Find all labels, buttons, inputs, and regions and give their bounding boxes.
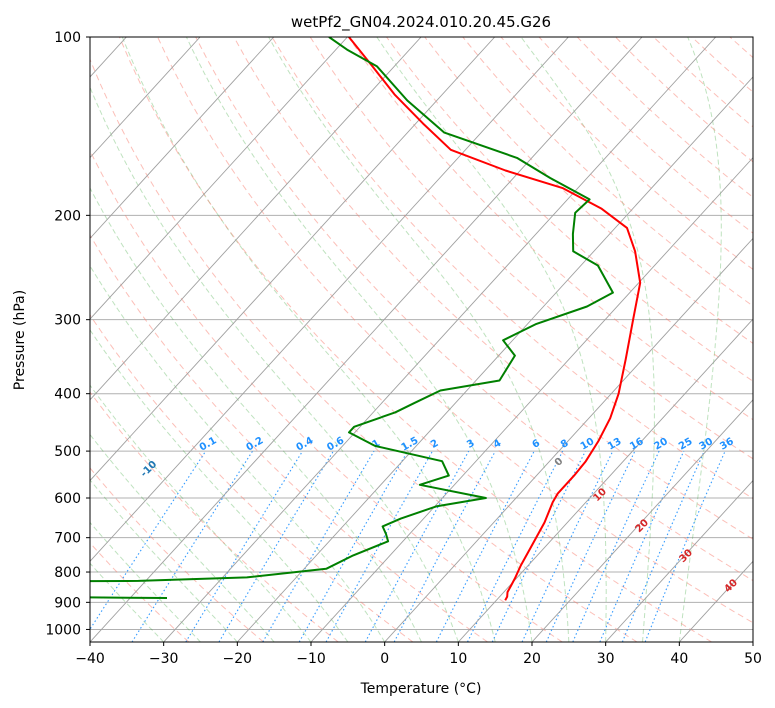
isotherm-line — [605, 479, 753, 642]
mixing-ratio-label: 2 — [429, 438, 441, 451]
mixing-ratio-label: 6 — [531, 438, 543, 451]
moist-adiabat-line — [90, 521, 201, 642]
mixing-ratio-label: 4 — [492, 438, 504, 451]
temperature-profile — [348, 37, 642, 601]
y-tick-label: 800 — [54, 565, 81, 581]
x-axis-label: Temperature (°C) — [360, 681, 482, 697]
y-tick-label: 1000 — [45, 622, 81, 638]
y-tick-label: 200 — [54, 208, 81, 224]
moist-adiabat-line — [90, 562, 165, 642]
mixing-ratio-line — [364, 450, 470, 642]
y-tick-label: 500 — [54, 444, 81, 460]
mixing-ratio-line — [621, 450, 705, 642]
isotherm-line — [90, 37, 348, 320]
moist-adiabat-line — [90, 264, 386, 642]
pressure-gridlines — [90, 37, 753, 630]
x-tick-label: −20 — [223, 651, 253, 667]
mixing-ratio-line — [599, 450, 685, 642]
mixing-ratio-line — [393, 450, 496, 642]
dry-adiabat-line — [90, 234, 488, 642]
mixing-ratio-label: 1 — [371, 438, 383, 451]
mixing-ratio-line — [90, 450, 207, 631]
y-tick-label: 700 — [54, 531, 81, 547]
isotherm-line — [458, 318, 753, 642]
isotherm-line — [237, 76, 753, 642]
y-axis-ticks: 100 200 300 400 500 600 700 800 900 1000 — [45, 30, 90, 638]
x-tick-label: 10 — [449, 651, 467, 667]
y-tick-label: 300 — [54, 313, 81, 329]
moist-adiabat-line — [90, 433, 275, 642]
y-tick-label: 100 — [54, 30, 81, 46]
mixing-ratio-lines — [90, 450, 726, 642]
mixing-ratio-line — [325, 450, 433, 642]
isotherm-line — [90, 37, 201, 159]
moist-adiabat-line — [90, 479, 238, 642]
isotherm-line — [163, 37, 717, 642]
x-tick-label: 50 — [744, 651, 762, 667]
mixing-ratio-line — [185, 450, 304, 642]
mixing-ratio-label: 8 — [559, 438, 571, 451]
x-tick-label: 0 — [380, 651, 389, 667]
y-tick-label: 600 — [54, 491, 81, 507]
isotherm-line — [310, 156, 753, 642]
plot-area — [90, 37, 753, 642]
x-tick-label: −10 — [296, 651, 326, 667]
x-tick-label: 40 — [670, 651, 688, 667]
x-tick-label: 30 — [597, 651, 615, 667]
moist-adiabat-line — [678, 37, 722, 642]
dry-adiabat-line — [386, 37, 753, 382]
plot-content: 0.10.20.40.611.52346810131620253036-100-… — [90, 37, 753, 642]
dry-adiabat-line — [309, 37, 753, 460]
mixing-ratio-line — [467, 450, 564, 642]
chart-title: wetPf2_GN04.2024.010.20.45.G26 — [291, 13, 551, 32]
x-axis-ticks: −40 −30 −20 −10 0 10 20 30 40 50 — [75, 642, 762, 667]
sounding-profiles — [90, 37, 642, 601]
dry-adiabat-line — [157, 37, 753, 624]
dewpoint-profile — [90, 37, 614, 599]
mixing-ratio-line — [572, 450, 660, 642]
isotherm-line — [90, 37, 569, 562]
mixing-ratio-label: 3 — [465, 438, 477, 451]
moist-adiabat-line — [520, 37, 655, 642]
y-tick-label: 400 — [54, 387, 81, 403]
moist-adiabat-line — [376, 37, 607, 642]
x-tick-label: −40 — [75, 651, 105, 667]
mixing-ratio-line — [131, 450, 254, 642]
moist-adiabat-line — [268, 37, 570, 642]
moist-adiabat-line — [90, 85, 459, 642]
dry-adiabat-line — [90, 58, 638, 642]
isotherm-line — [90, 37, 275, 240]
isotherms — [90, 37, 753, 642]
dry-adiabat-line — [90, 467, 264, 642]
x-tick-label: 20 — [523, 651, 541, 667]
isotherm-line — [90, 37, 496, 482]
isotherm-line — [384, 237, 753, 642]
dry-adiabat-line — [90, 149, 563, 642]
dry-adiabat-line — [90, 542, 190, 642]
dry-adiabat-line — [195, 37, 753, 582]
dry-adiabat-line — [347, 37, 753, 421]
dry-adiabat-line — [271, 37, 753, 500]
moist-adiabat-line — [90, 329, 349, 642]
dry-adiabat-line — [118, 37, 712, 642]
plot-frame — [89, 36, 754, 643]
moist-adiabat-line — [185, 37, 533, 642]
moist-adiabat-line — [90, 186, 422, 642]
isotherm-line — [531, 399, 753, 642]
x-tick-label: −30 — [149, 651, 179, 667]
y-tick-label: 900 — [54, 595, 81, 611]
y-axis-label: Pressure (hPa) — [12, 290, 28, 390]
isotherm-line — [90, 37, 643, 642]
isotherm-line — [90, 37, 422, 401]
